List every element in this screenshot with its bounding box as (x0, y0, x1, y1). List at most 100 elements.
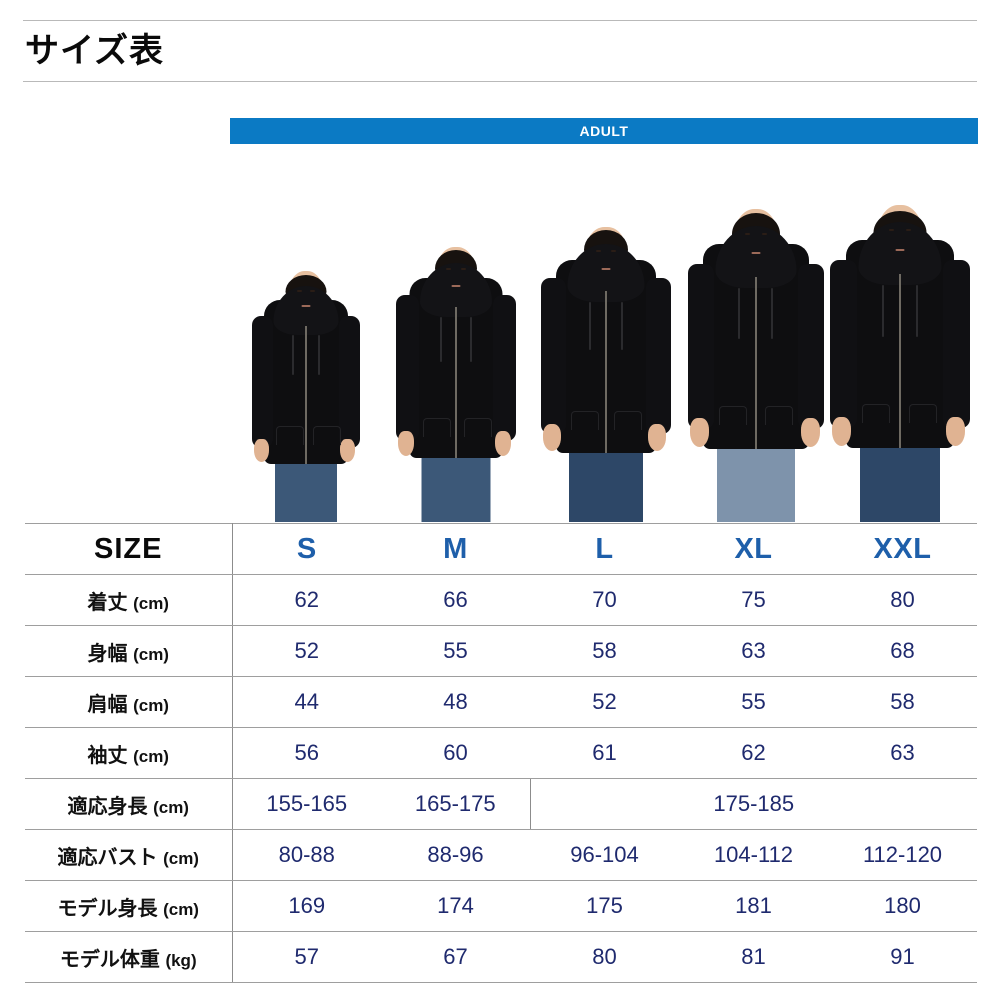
model-hand-right (340, 439, 355, 462)
model-hand-right (801, 418, 820, 447)
model-jeans (860, 442, 940, 522)
model-sleeve-left (252, 316, 273, 448)
table-cell: 104-112 (679, 829, 828, 881)
table-cell: 174 (381, 880, 530, 932)
table-row: 肩幅 (cm) 44 48 52 55 58 (25, 676, 977, 728)
model-eye-left (745, 233, 750, 235)
table-cell-merged: 175-185 (529, 778, 977, 830)
row-label-text: 着丈 (87, 591, 128, 614)
model-sleeve-right (646, 278, 671, 434)
title-rule-bottom (23, 81, 977, 82)
model-drawcord-right (318, 335, 320, 375)
table-cell: 96-104 (530, 829, 679, 881)
table-body: 着丈 (cm) 62 66 70 75 80 身幅 (cm) 52 55 58 63 68 肩幅 (cm… (25, 574, 977, 983)
model-eye-left (297, 290, 302, 292)
row-label-text: 適応バスト (57, 846, 158, 869)
table-cell: 44 (232, 676, 381, 728)
row-label-unit: (cm) (163, 899, 199, 919)
table-row: 袖丈 (cm) 56 60 61 62 63 (25, 727, 977, 779)
model-pocket-right (614, 411, 642, 430)
size-column-xxl: XXL (828, 523, 977, 575)
model-sleeve-right (943, 260, 970, 428)
model-jeans (717, 443, 795, 522)
model-drawcord-left (882, 285, 884, 337)
size-column-m: M (381, 523, 530, 575)
table-cell: 91 (828, 931, 977, 983)
table-cell: 67 (381, 931, 530, 983)
row-label-unit: (cm) (133, 695, 169, 715)
model-pocket-left (719, 406, 747, 425)
model-eye-right (611, 250, 616, 252)
row-label-unit: (cm) (133, 593, 169, 613)
model-zipper (305, 326, 307, 464)
size-column-s: S (232, 523, 381, 575)
row-label-unit: (cm) (133, 746, 169, 766)
model-drawcord-right (470, 317, 472, 362)
table-cell: 112-120 (828, 829, 977, 881)
row-label-unit: (cm) (153, 797, 189, 817)
table-cell: 55 (679, 676, 828, 728)
model-pocket-left (571, 411, 599, 430)
row-label: モデル身長 (cm) (25, 880, 233, 932)
model-hand-left (832, 417, 851, 446)
model-mouth (601, 268, 611, 270)
model-pocket-right (464, 418, 492, 437)
model-eye-right (310, 290, 315, 292)
model-zipper (605, 291, 607, 453)
model-photo-strip (228, 150, 978, 522)
row-label-text: 肩幅 (87, 693, 128, 716)
model-hand-left (254, 439, 269, 462)
model-zipper (755, 277, 757, 449)
model-mouth (451, 285, 461, 287)
model-pocket-left (423, 418, 451, 437)
row-label: 袖丈 (cm) (25, 727, 233, 779)
row-label-text: モデル身長 (57, 897, 158, 920)
table-row: モデル体重 (kg) 57 67 80 81 91 (25, 931, 977, 983)
model-drawcord-right (771, 288, 773, 339)
table-cell: 169 (232, 880, 381, 932)
model-hand-left (543, 424, 561, 451)
model-figure-l (531, 150, 681, 522)
model-figure-s (231, 150, 381, 522)
table-cell: 62 (232, 574, 381, 626)
model-eye-right (906, 229, 911, 231)
page-title: サイズ表 (25, 32, 164, 70)
model-drawcord-left (738, 288, 740, 339)
model-jeans (275, 458, 337, 522)
model-sleeve-left (830, 260, 857, 428)
row-label: 肩幅 (cm) (25, 676, 233, 728)
model-sleeve-right (493, 295, 516, 441)
model-figure-xxl (825, 150, 975, 522)
row-label-unit: (kg) (165, 950, 197, 970)
table-cell: 175 (530, 880, 679, 932)
table-cell: 165-175 (381, 778, 530, 830)
row-label-text: 袖丈 (87, 744, 128, 767)
table-cell: 62 (679, 727, 828, 779)
table-cell: 81 (679, 931, 828, 983)
row-label: 適応バスト (cm) (25, 829, 233, 881)
row-label-text: 身幅 (87, 642, 128, 665)
table-row: 着丈 (cm) 62 66 70 75 80 (25, 574, 977, 626)
model-sleeve-right (798, 264, 824, 429)
model-sleeve-left (541, 278, 566, 434)
model-eye-left (446, 268, 451, 270)
model-zipper (455, 307, 457, 458)
model-sleeve-right (339, 316, 360, 448)
table-row: 適応身長 (cm) 155-165 165-175 175-185 (25, 778, 977, 830)
model-eye-left (889, 229, 894, 231)
row-label-unit: (cm) (133, 644, 169, 664)
table-cell: 155-165 (232, 778, 381, 830)
table-cell: 52 (232, 625, 381, 677)
model-mouth (751, 252, 761, 254)
model-pocket-right (909, 404, 937, 423)
table-cell: 181 (679, 880, 828, 932)
row-label-unit: (cm) (163, 848, 199, 868)
table-cell: 56 (232, 727, 381, 779)
table-cell: 48 (381, 676, 530, 728)
model-mouth (895, 249, 905, 251)
table-cell: 60 (381, 727, 530, 779)
row-label: 適応身長 (cm) (25, 778, 233, 830)
title-block: サイズ表 (23, 20, 977, 82)
model-hand-right (648, 424, 666, 451)
model-pocket-left (862, 404, 890, 423)
